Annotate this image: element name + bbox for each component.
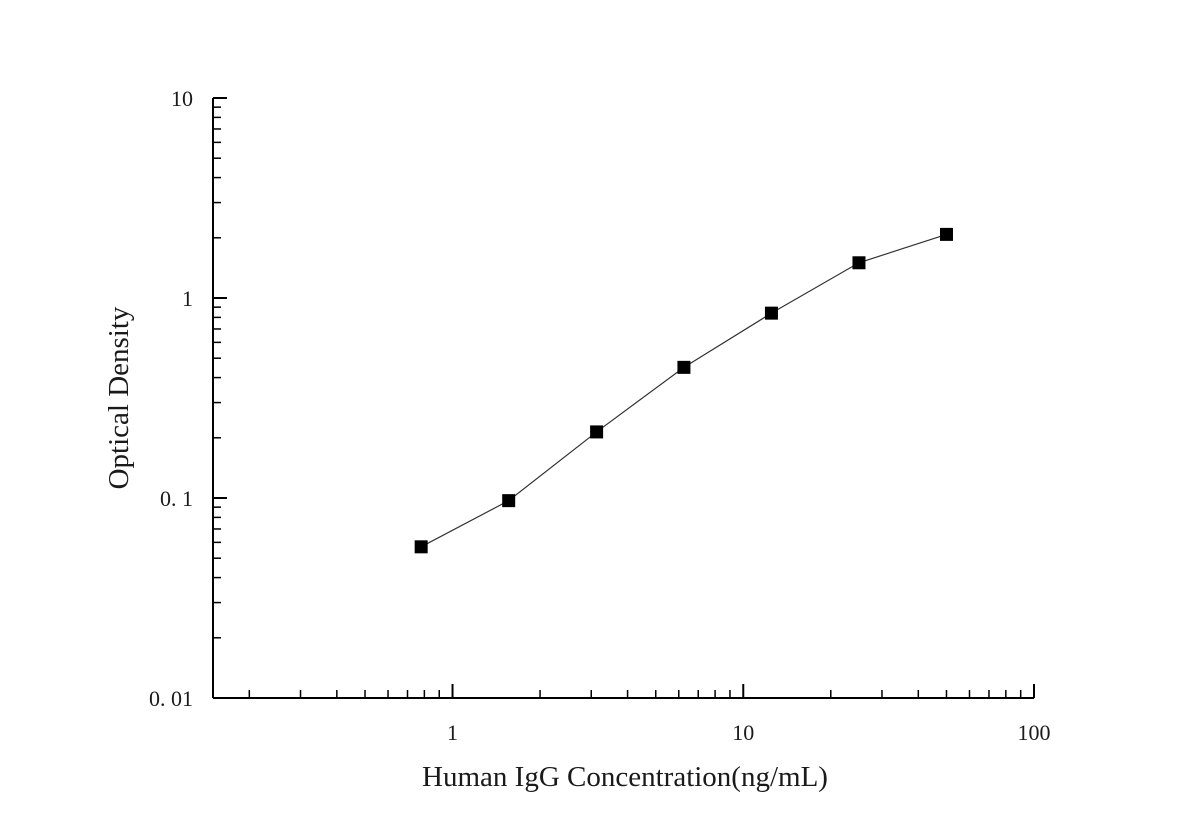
series-line	[420, 233, 947, 548]
x-tick-label: 10	[732, 720, 754, 745]
y-tick-label: 1	[182, 286, 193, 311]
y-axis-title: Optical Density	[103, 306, 135, 489]
x-tick-label: 100	[1018, 720, 1051, 745]
data-point-marker	[852, 256, 866, 270]
data-point-marker	[502, 494, 516, 508]
y-tick-label: 0. 1	[160, 486, 193, 511]
series-layer	[414, 227, 953, 554]
x-tick-label: 1	[447, 720, 458, 745]
x-axis-title: Human IgG Concentration(ng/mL)	[422, 761, 828, 793]
data-point-marker	[764, 306, 778, 320]
axes: 1 10 100 0. 01 0. 1 1 10	[149, 86, 1051, 745]
y-tick-label: 0. 01	[149, 686, 193, 711]
y-tick-label: 10	[171, 86, 193, 111]
data-point-marker	[939, 227, 953, 241]
data-point-marker	[414, 540, 428, 554]
data-point-marker	[590, 425, 604, 439]
data-point-marker	[677, 360, 691, 374]
